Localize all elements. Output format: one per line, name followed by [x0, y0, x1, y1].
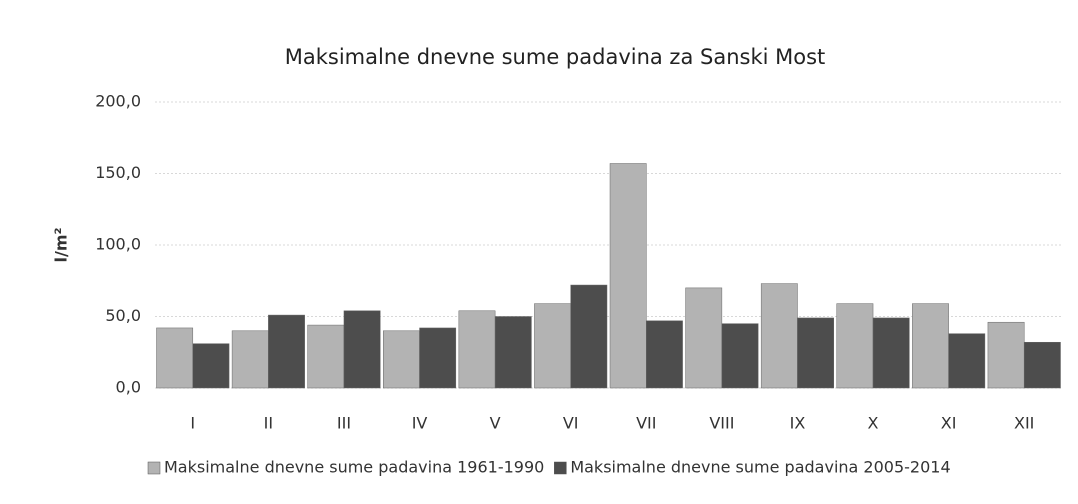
- bar: [760, 283, 798, 389]
- bar: [646, 320, 683, 389]
- bar: [307, 324, 345, 389]
- bar: [872, 317, 910, 389]
- bar: [231, 330, 269, 389]
- bar: [797, 317, 834, 389]
- x-tick-label: II: [264, 414, 273, 433]
- x-tick-label: V: [490, 414, 501, 433]
- y-tick-label: 100,0: [95, 235, 141, 254]
- legend-label: Maksimalne dnevne sume padavina 2005-201…: [570, 458, 950, 477]
- y-tick-label: 150,0: [95, 163, 141, 182]
- y-tick-label: 200,0: [95, 92, 141, 111]
- bar: [1023, 341, 1061, 389]
- x-tick-label: XII: [1014, 414, 1034, 433]
- bar: [609, 163, 647, 389]
- x-tick-label: VIII: [709, 414, 734, 433]
- legend-label: Maksimalne dnevne sume padavina 1961-199…: [164, 458, 544, 477]
- y-axis-label: l/m²: [52, 227, 71, 262]
- bar: [156, 327, 194, 389]
- bar: [192, 343, 230, 389]
- bar: [948, 333, 986, 389]
- bar: [494, 316, 532, 389]
- bar: [836, 303, 874, 389]
- x-tick-label: III: [337, 414, 351, 433]
- x-tick-label: VI: [563, 414, 579, 433]
- chart-title: Maksimalne dnevne sume padavina za Sansk…: [285, 45, 826, 69]
- x-tick-label: VII: [636, 414, 656, 433]
- x-tick-label: X: [868, 414, 879, 433]
- y-tick-label: 50,0: [105, 306, 141, 325]
- bar: [685, 287, 723, 389]
- bar: [570, 284, 608, 389]
- bar: [987, 321, 1025, 389]
- x-tick-label: IX: [790, 414, 806, 433]
- y-tick-label: 0,0: [116, 378, 141, 397]
- x-tick-label: I: [190, 414, 195, 433]
- bar: [534, 303, 571, 389]
- bar: [419, 327, 457, 389]
- legend-swatch: [147, 461, 161, 475]
- x-tick-label: IV: [412, 414, 428, 433]
- bar: [268, 314, 305, 389]
- bar: [343, 310, 381, 389]
- legend-swatch: [554, 461, 567, 475]
- bar: [458, 310, 496, 389]
- bar: [383, 330, 420, 389]
- bar: [721, 323, 759, 389]
- x-tick-label: XI: [941, 414, 957, 433]
- bar: [912, 303, 949, 389]
